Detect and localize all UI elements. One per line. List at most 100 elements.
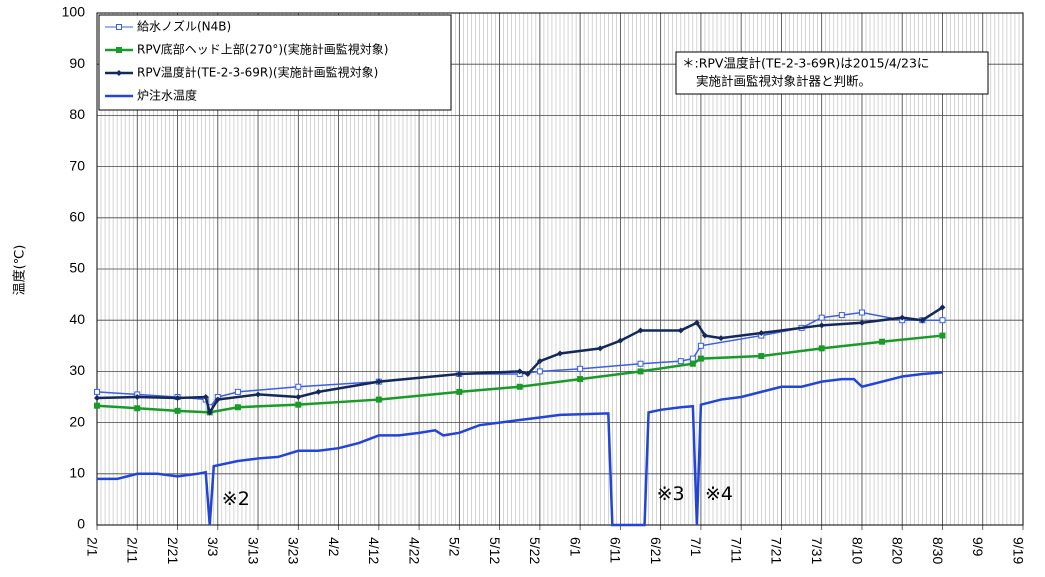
- point: [94, 388, 100, 395]
- point: [214, 396, 221, 403]
- point: [899, 314, 906, 321]
- x-tick-label: 3/13: [245, 537, 261, 564]
- x-tick-label: 7/1: [688, 537, 704, 557]
- x-tick-label: 2/11: [125, 537, 141, 563]
- x-tick-label: 2/1: [84, 537, 100, 557]
- x-tick-label: 6/1: [567, 537, 583, 557]
- point: [697, 355, 704, 362]
- point: [174, 407, 181, 414]
- y-axis-label: 温度(℃): [12, 245, 28, 296]
- point: [617, 337, 624, 344]
- point: [858, 309, 865, 316]
- note-text: 実施計画監視対象計器と判断。: [696, 74, 871, 89]
- point: [818, 314, 825, 321]
- point: [818, 345, 825, 352]
- x-tick-label: 4/2: [326, 537, 342, 557]
- point: [255, 391, 262, 398]
- point: [94, 395, 100, 402]
- note-box: [675, 51, 989, 95]
- point: [295, 394, 302, 400]
- x-tick-label: 7/11: [728, 537, 744, 563]
- point: [206, 409, 213, 416]
- point: [879, 338, 886, 345]
- x-tick-label: 6/21: [648, 537, 664, 564]
- legend-box: [98, 14, 452, 111]
- point: [637, 368, 644, 375]
- y-tick-label: 10: [69, 465, 85, 481]
- point: [174, 395, 181, 402]
- point: [116, 70, 122, 76]
- point: [116, 24, 122, 30]
- legend-label: RPV底部ヘッド上部(270°)(実施計画監視対象): [137, 42, 388, 57]
- x-tick-label: 7/21: [769, 537, 785, 564]
- point: [577, 376, 584, 383]
- annotation: ※3: [657, 483, 685, 505]
- x-tick-label: 4/12: [366, 537, 382, 564]
- point: [701, 332, 708, 339]
- point: [758, 330, 765, 336]
- y-tick-label: 70: [69, 157, 85, 173]
- point: [202, 394, 209, 400]
- point: [718, 335, 725, 342]
- point: [375, 396, 382, 403]
- point: [577, 365, 584, 372]
- point: [536, 368, 543, 375]
- point: [939, 317, 946, 324]
- point: [677, 327, 684, 334]
- x-tick-label: 9/9: [970, 537, 986, 557]
- y-tick-label: 40: [69, 311, 85, 327]
- point: [758, 353, 765, 360]
- point: [689, 360, 696, 367]
- annotation: ※2: [222, 488, 250, 510]
- point: [456, 388, 463, 395]
- y-tick-label: 80: [69, 106, 85, 122]
- point: [315, 388, 322, 395]
- point: [697, 342, 704, 349]
- y-tick-label: 100: [62, 4, 86, 20]
- point: [939, 304, 946, 311]
- x-tick-label: 9/19: [1010, 537, 1026, 564]
- x-tick-label: 6/11: [608, 537, 624, 563]
- x-tick-label: 3/3: [205, 537, 221, 557]
- point: [637, 327, 644, 334]
- plot-frame: [96, 12, 1024, 526]
- x-tick-label: 2/21: [165, 537, 181, 564]
- x-tick-label: 5/12: [487, 537, 503, 564]
- y-tick-label: 0: [77, 516, 85, 532]
- point: [818, 322, 825, 329]
- point: [536, 358, 543, 365]
- point: [295, 383, 302, 390]
- point: [94, 402, 100, 409]
- point: [134, 405, 141, 412]
- y-tick-label: 90: [69, 55, 85, 71]
- y-tick-label: 30: [69, 362, 85, 378]
- point: [516, 368, 523, 375]
- point: [116, 47, 122, 53]
- point: [234, 404, 241, 411]
- point: [516, 383, 523, 390]
- y-tick-label: 60: [69, 209, 85, 225]
- point: [858, 319, 865, 326]
- x-tick-label: 7/31: [809, 537, 825, 564]
- point: [456, 370, 463, 377]
- point: [637, 360, 644, 367]
- point: [597, 345, 604, 352]
- annotation: ※4: [705, 483, 733, 505]
- point: [919, 317, 926, 324]
- x-tick-label: 4/22: [406, 537, 422, 564]
- note-text: ＊:RPV温度計(TE-2-3-69R)は2015/4/23に: [682, 56, 929, 71]
- x-tick-label: 8/10: [849, 537, 865, 564]
- x-tick-label: 5/22: [527, 537, 543, 564]
- point: [524, 370, 531, 377]
- legend-label: 給水ノズル(N4B): [137, 19, 231, 34]
- legend-label: RPV温度計(TE-2-3-69R)(実施計画監視対象): [137, 65, 378, 80]
- point: [939, 332, 946, 339]
- point: [677, 358, 684, 365]
- point: [838, 312, 845, 319]
- point: [693, 319, 700, 326]
- x-tick-label: 3/23: [286, 537, 302, 564]
- series-line: [97, 371, 943, 527]
- point: [295, 401, 302, 408]
- y-tick-label: 50: [69, 260, 85, 276]
